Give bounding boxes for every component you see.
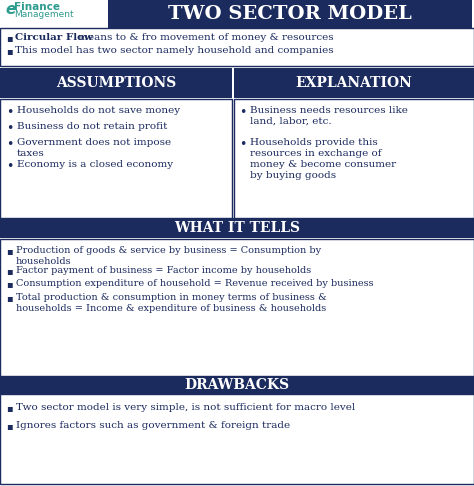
Text: Factor payment of business = Factor income by households: Factor payment of business = Factor inco… bbox=[16, 266, 311, 275]
Text: Business do not retain profit: Business do not retain profit bbox=[17, 122, 167, 131]
Text: Households provide this: Households provide this bbox=[250, 138, 378, 147]
Bar bbox=[0, 218, 474, 238]
Text: ▪: ▪ bbox=[6, 421, 13, 431]
Text: Circular Flow: Circular Flow bbox=[15, 33, 93, 42]
Text: ▪: ▪ bbox=[6, 33, 13, 43]
Text: means to & fro movement of money & resources: means to & fro movement of money & resou… bbox=[75, 33, 334, 42]
Bar bbox=[0, 28, 474, 66]
Text: Finance: Finance bbox=[14, 2, 60, 12]
Bar bbox=[234, 99, 474, 218]
Text: ▪: ▪ bbox=[6, 46, 13, 56]
Text: Economy is a closed economy: Economy is a closed economy bbox=[17, 160, 173, 169]
Text: EXPLANATION: EXPLANATION bbox=[296, 76, 412, 90]
Text: ▪: ▪ bbox=[6, 279, 13, 289]
Text: Government does not impose: Government does not impose bbox=[17, 138, 171, 147]
Text: •: • bbox=[6, 138, 13, 151]
Text: •: • bbox=[6, 106, 13, 119]
Bar bbox=[234, 68, 474, 98]
Text: Production of goods & service by business = Consumption by: Production of goods & service by busines… bbox=[16, 246, 321, 255]
Bar bbox=[0, 99, 232, 218]
Text: This model has two sector namely household and companies: This model has two sector namely househo… bbox=[15, 46, 334, 55]
Text: Total production & consumption in money terms of business &: Total production & consumption in money … bbox=[16, 293, 327, 302]
Text: TWO SECTOR MODEL: TWO SECTOR MODEL bbox=[168, 5, 412, 23]
Text: households = Income & expenditure of business & households: households = Income & expenditure of bus… bbox=[16, 304, 326, 313]
Text: Business needs resources like: Business needs resources like bbox=[250, 106, 408, 115]
Text: households: households bbox=[16, 257, 72, 266]
Text: money & become consumer: money & become consumer bbox=[250, 160, 396, 169]
Bar bbox=[0, 68, 232, 98]
Text: Consumption expenditure of household = Revenue received by business: Consumption expenditure of household = R… bbox=[16, 279, 374, 288]
Text: Two sector model is very simple, is not sufficient for macro level: Two sector model is very simple, is not … bbox=[16, 403, 355, 412]
Text: DRAWBACKS: DRAWBACKS bbox=[184, 378, 290, 392]
Text: Households do not save money: Households do not save money bbox=[17, 106, 180, 115]
Text: •: • bbox=[239, 106, 246, 119]
Bar bbox=[0, 394, 474, 484]
Text: taxes: taxes bbox=[17, 149, 45, 158]
Text: WHAT IT TELLS: WHAT IT TELLS bbox=[174, 221, 300, 235]
Bar bbox=[108, 0, 472, 28]
Bar bbox=[0, 0, 107, 26]
Text: •: • bbox=[6, 122, 13, 135]
Text: •: • bbox=[6, 160, 13, 173]
Text: ▪: ▪ bbox=[6, 293, 13, 303]
Text: ▪: ▪ bbox=[6, 246, 13, 256]
Text: ▪: ▪ bbox=[6, 266, 13, 276]
Bar bbox=[0, 376, 474, 394]
Text: •: • bbox=[239, 138, 246, 151]
Text: Management: Management bbox=[14, 10, 73, 19]
Bar bbox=[0, 239, 474, 376]
Text: Ignores factors such as government & foreign trade: Ignores factors such as government & for… bbox=[16, 421, 290, 430]
Text: resources in exchange of: resources in exchange of bbox=[250, 149, 382, 158]
Text: ASSUMPTIONS: ASSUMPTIONS bbox=[56, 76, 176, 90]
Text: ▪: ▪ bbox=[6, 403, 13, 413]
Text: land, labor, etc.: land, labor, etc. bbox=[250, 117, 332, 126]
Text: e: e bbox=[5, 2, 15, 17]
Text: by buying goods: by buying goods bbox=[250, 171, 336, 180]
